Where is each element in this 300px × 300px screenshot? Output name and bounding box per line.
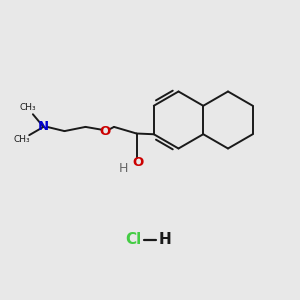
Text: CH₃: CH₃ xyxy=(19,103,36,112)
Text: H: H xyxy=(118,161,128,175)
Text: N: N xyxy=(38,120,49,134)
Text: O: O xyxy=(99,124,111,138)
Text: Cl: Cl xyxy=(125,232,142,247)
Text: O: O xyxy=(132,156,144,170)
Text: CH₃: CH₃ xyxy=(14,135,30,144)
Text: H: H xyxy=(159,232,171,247)
